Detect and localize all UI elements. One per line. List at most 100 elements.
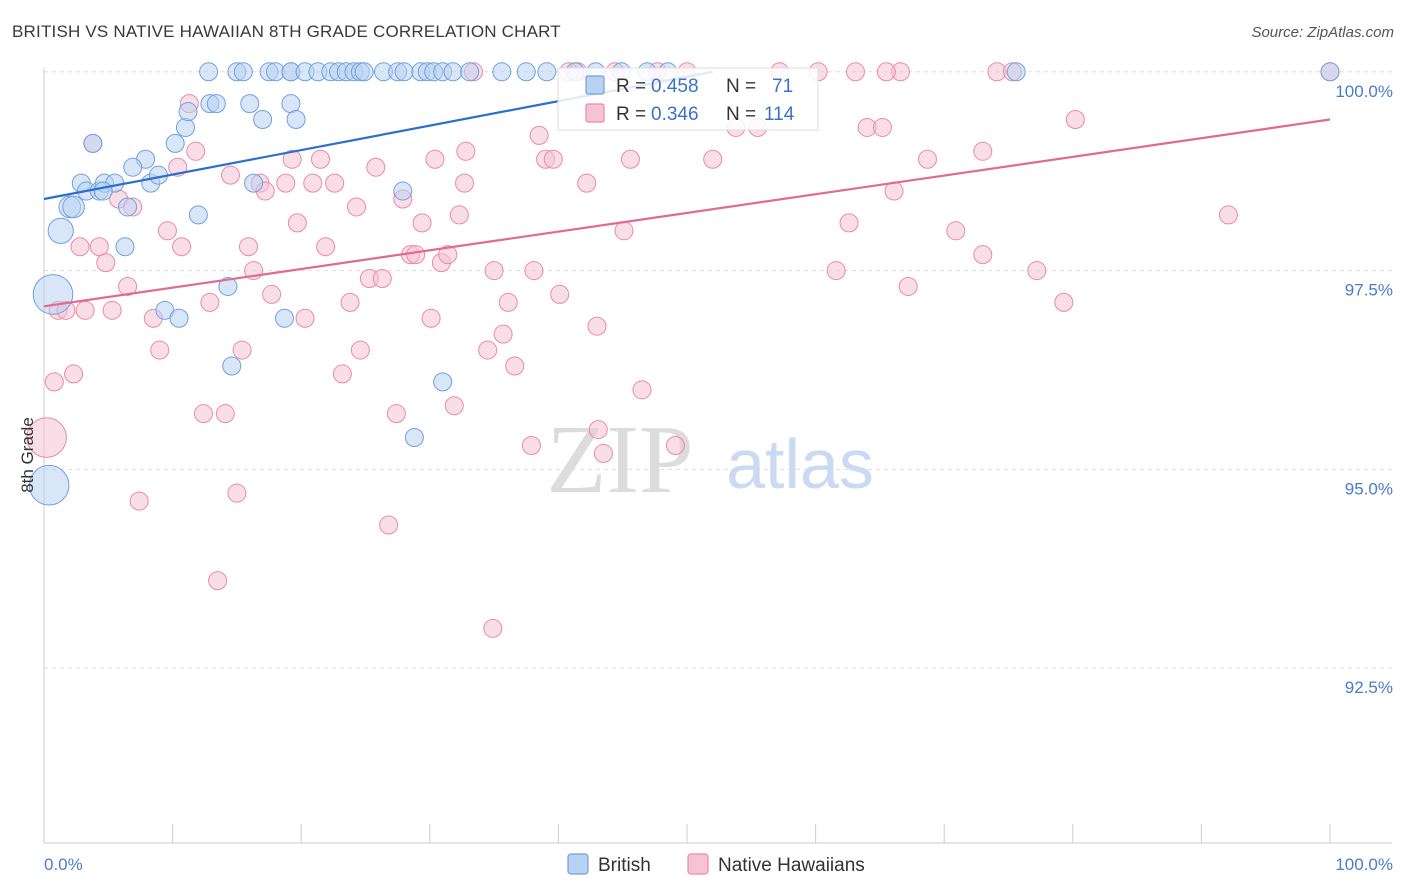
hawaiian-point: [484, 261, 504, 281]
hawaiian-point: [973, 141, 993, 161]
x-tick-label: 100.0%: [1335, 855, 1393, 874]
hawaiian-point: [406, 245, 426, 265]
british-point: [169, 308, 189, 328]
british-point: [460, 62, 480, 82]
legend-british-r-label: R =: [616, 76, 646, 97]
y-tick-labels: 92.5% 95.0% 97.5% 100.0%: [1335, 82, 1393, 697]
hawaiian-point: [89, 237, 109, 257]
british-point: [222, 356, 242, 376]
y-tick-label: 95.0%: [1345, 479, 1393, 498]
hawaiian-point: [421, 308, 441, 328]
hawaiian-point: [157, 221, 177, 241]
legend-british-r-value: 0.458: [651, 76, 699, 97]
hawaiian-point: [917, 149, 937, 169]
hawaiian-point: [26, 417, 67, 458]
hawaiian-point: [150, 340, 170, 360]
hawaiian-point: [215, 404, 235, 424]
hawaiian-point: [200, 292, 220, 312]
british-point: [286, 110, 306, 130]
legend-hawaiian-swatch: [585, 103, 605, 123]
british-point: [233, 62, 253, 82]
legend-hawaiian-n-value: 114: [764, 104, 795, 125]
hawaiian-point: [550, 284, 570, 304]
y-tick-label: 100.0%: [1335, 82, 1393, 101]
hawaiian-point: [316, 237, 336, 257]
hawaiian-point: [1054, 292, 1074, 312]
hawaiian-point: [703, 149, 723, 169]
hawaiian-point: [379, 515, 399, 535]
hawaiian-point: [262, 284, 282, 304]
series-legend: British Native Hawaiians: [567, 853, 865, 876]
british-point: [516, 62, 536, 82]
legend-hawaiian-r-value: 0.346: [651, 104, 699, 125]
hawaiian-point: [332, 364, 352, 384]
legend-hawaiian-n-label: N =: [726, 104, 756, 125]
bottom-legend-british-label: British: [598, 855, 651, 876]
hawaiian-point: [282, 149, 302, 169]
british-point: [206, 94, 226, 114]
hawaiian-point: [839, 213, 859, 233]
hawaiian-point: [70, 237, 90, 257]
british-point: [165, 133, 185, 153]
hawaiian-point: [44, 372, 64, 392]
hawaiian-point: [129, 491, 149, 511]
hawaiian-point: [425, 149, 445, 169]
hawaiian-point: [973, 245, 993, 265]
british-point: [175, 117, 195, 137]
x-tick-labels: 0.0% 100.0%: [44, 855, 1393, 874]
hawaiian-point: [366, 157, 386, 177]
british-point: [253, 110, 273, 130]
hawaiian-point: [665, 435, 685, 455]
hawaiian-point: [295, 308, 315, 328]
legend-british-swatch: [585, 75, 605, 95]
hawaiian-point: [208, 571, 228, 591]
hawaiian-point: [588, 420, 608, 440]
hawaiian-point: [96, 253, 116, 273]
british-point: [404, 428, 424, 448]
hawaiian-point: [449, 205, 469, 225]
hawaiian-point: [118, 276, 138, 296]
bottom-legend-hawaiian-label: Native Hawaiians: [718, 855, 865, 876]
british-point: [394, 62, 414, 82]
british-point: [218, 276, 238, 296]
hawaiian-point: [483, 618, 503, 638]
bottom-legend-british-swatch: [567, 853, 589, 875]
hawaiian-point: [524, 261, 544, 281]
hawaiian-point: [493, 324, 513, 344]
hawaiian-point: [845, 62, 865, 82]
hawaiian-point: [75, 300, 95, 320]
hawaiian-point: [64, 364, 84, 384]
hawaiian-point: [412, 213, 432, 233]
hawaiian-point: [872, 117, 892, 137]
hawaiian-point: [876, 62, 896, 82]
hawaiian-point: [325, 173, 345, 193]
hawaiian-point: [946, 221, 966, 241]
british-point: [28, 464, 70, 506]
british-point: [281, 94, 301, 114]
hawaiian-point: [386, 404, 406, 424]
british-point: [443, 62, 463, 82]
hawaiian-point: [478, 340, 498, 360]
british-point: [1320, 62, 1340, 82]
hawaiian-point: [438, 245, 458, 265]
watermark-zip: ZIP: [547, 406, 694, 514]
chart-source: Source: ZipAtlas.com: [1251, 24, 1394, 41]
hawaiian-point: [455, 173, 475, 193]
hawaiian-point: [826, 261, 846, 281]
british-point: [492, 62, 512, 82]
hawaiian-point: [1218, 205, 1238, 225]
hawaiian-point: [1065, 110, 1085, 130]
british-point: [115, 237, 135, 257]
british-point: [433, 372, 453, 392]
legend-hawaiian-r-label: R =: [616, 104, 646, 125]
chart-title: BRITISH VS NATIVE HAWAIIAN 8TH GRADE COR…: [12, 22, 561, 41]
british-point: [240, 94, 260, 114]
watermark: ZIP atlas: [547, 406, 874, 514]
british-point: [393, 181, 413, 201]
hawaiian-point: [620, 149, 640, 169]
hawaiian-point: [220, 165, 240, 185]
british-point: [244, 173, 264, 193]
british-point: [537, 62, 557, 82]
y-tick-label: 92.5%: [1345, 678, 1393, 697]
british-point: [93, 181, 113, 201]
